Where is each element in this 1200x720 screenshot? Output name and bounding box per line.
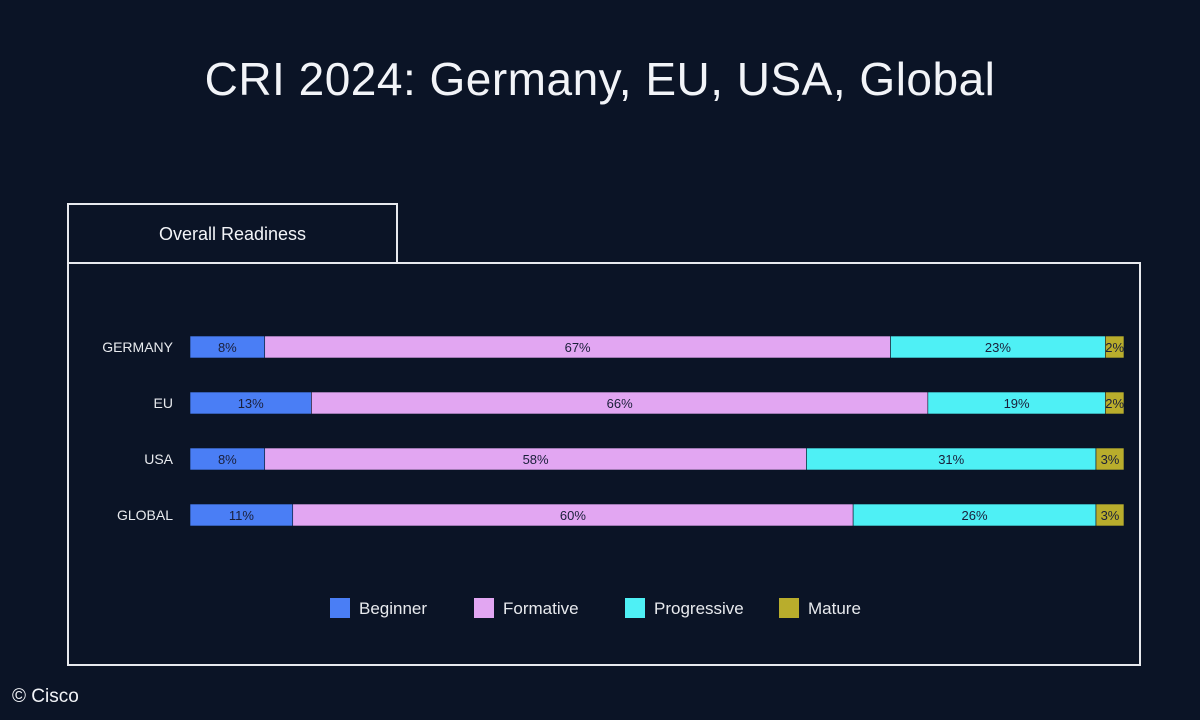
data-label: 3% xyxy=(1101,508,1120,523)
data-label: 3% xyxy=(1101,452,1120,467)
data-label: 31% xyxy=(938,452,964,467)
category-label: GERMANY xyxy=(102,339,173,355)
tab-label: Overall Readiness xyxy=(158,223,307,244)
page-title: CRI 2024: Germany, EU, USA, Global xyxy=(204,53,996,105)
chart-panel xyxy=(67,262,1141,666)
category-label: GLOBAL xyxy=(117,507,173,523)
legend-label: Progressive xyxy=(654,599,744,618)
data-label: 8% xyxy=(218,452,237,467)
legend-label: Formative xyxy=(503,599,579,618)
legend-swatch-progressive xyxy=(625,598,645,618)
legend-label: Beginner xyxy=(359,599,427,618)
bar-segment-mature xyxy=(1095,503,1125,527)
legend-swatch-mature xyxy=(779,598,799,618)
bar-segment-mature xyxy=(1105,335,1125,359)
data-label: 23% xyxy=(985,340,1011,355)
data-label: 2% xyxy=(1105,396,1124,411)
copyright-text: © Cisco xyxy=(12,686,79,707)
data-label: 60% xyxy=(560,508,586,523)
data-label: 58% xyxy=(523,452,549,467)
category-label: USA xyxy=(144,451,173,467)
bar-segment-mature xyxy=(1095,447,1125,471)
data-label: 2% xyxy=(1105,340,1124,355)
data-label: 66% xyxy=(607,396,633,411)
category-label: EU xyxy=(154,395,173,411)
tab-overall-readiness[interactable]: Overall Readiness xyxy=(67,203,398,263)
data-label: 26% xyxy=(962,508,988,523)
data-label: 67% xyxy=(565,340,591,355)
bar-segment-mature xyxy=(1105,391,1125,415)
legend-swatch-formative xyxy=(474,598,494,618)
data-label: 13% xyxy=(238,396,264,411)
legend-label: Mature xyxy=(808,599,861,618)
data-label: 19% xyxy=(1004,396,1030,411)
legend-swatch-beginner xyxy=(330,598,350,618)
data-label: 11% xyxy=(229,508,254,523)
data-label: 8% xyxy=(218,340,237,355)
